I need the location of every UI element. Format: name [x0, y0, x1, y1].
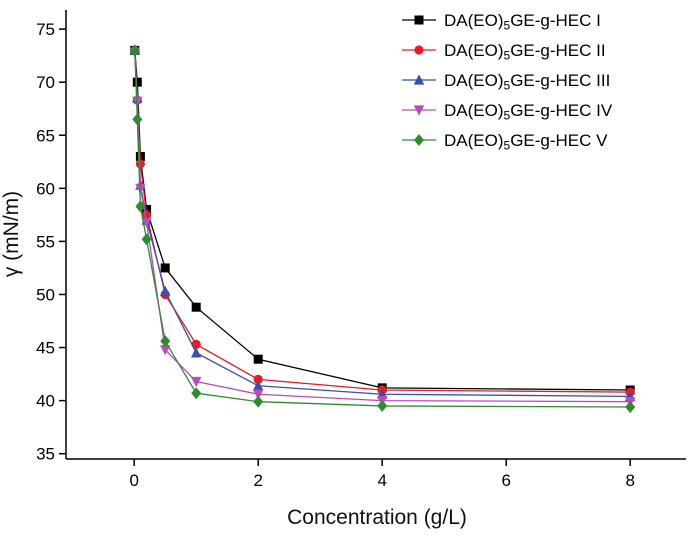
y-tick-label: 35 — [36, 445, 55, 464]
marker-diamond — [414, 134, 424, 146]
marker-diamond — [129, 44, 140, 57]
legend-label: DA(EO)5GE-g-HEC I — [444, 11, 601, 33]
marker-square — [160, 263, 170, 273]
y-tick-label: 45 — [36, 339, 55, 358]
marker-diamond — [160, 335, 171, 348]
legend-item: DA(EO)5GE-g-HEC V — [402, 131, 608, 153]
marker-triangle-up — [253, 380, 264, 391]
marker-square — [132, 77, 142, 87]
marker-triangle-up — [160, 285, 171, 296]
marker-diamond — [191, 387, 202, 400]
legend-item: DA(EO)5GE-g-HEC II — [402, 41, 606, 63]
marker-circle — [253, 374, 263, 384]
y-tick-label: 65 — [36, 126, 55, 145]
marker-diamond — [135, 200, 146, 213]
y-axis-title: γ (mN/m) — [0, 191, 23, 277]
marker-diamond — [141, 233, 152, 246]
x-tick-label: 8 — [625, 471, 634, 490]
marker-circle — [414, 45, 424, 55]
legend: DA(EO)5GE-g-HEC I DA(EO)5GE-g-HEC II DA(EO… — [402, 11, 613, 153]
x-axis-title: Concentration (g/L) — [287, 506, 467, 529]
marker-triangle-down — [160, 345, 171, 356]
legend-label: DA(EO)5GE-g-HEC III — [444, 71, 610, 93]
marker-square — [191, 302, 201, 312]
legend-label: DA(EO)5GE-g-HEC IV — [444, 101, 613, 123]
legend-item: DA(EO)5GE-g-HEC IV — [402, 101, 613, 123]
y-tick-label: 75 — [36, 20, 55, 39]
marker-triangle-down — [253, 389, 264, 400]
legend-label: DA(EO)5GE-g-HEC V — [444, 131, 608, 153]
plot-area: 0 2 4 6 8 35 40 45 50 55 60 65 70 75 — [36, 10, 686, 490]
marker-triangle-down — [191, 376, 202, 388]
y-tick-label: 55 — [36, 232, 55, 251]
marker-diamond — [253, 395, 264, 408]
marker-square — [414, 15, 424, 25]
x-tick-label: 2 — [253, 471, 262, 490]
marker-triangle-up — [413, 74, 425, 85]
y-tick-label: 40 — [36, 392, 55, 411]
marker-circle — [135, 159, 145, 169]
legend-item: DA(EO)5GE-g-HEC III — [402, 71, 610, 93]
x-tick-label: 4 — [377, 471, 386, 490]
marker-triangle-down — [141, 217, 152, 228]
x-tick-label: 0 — [129, 471, 138, 490]
legend-label: DA(EO)5GE-g-HEC II — [444, 41, 606, 63]
marker-diamond — [132, 113, 143, 126]
y-tick-label: 60 — [36, 179, 55, 198]
legend-item: DA(EO)5GE-g-HEC I — [402, 11, 601, 33]
marker-circle — [191, 339, 201, 349]
marker-triangle-down — [413, 105, 425, 116]
marker-square — [253, 354, 263, 364]
y-tick-label: 50 — [36, 285, 55, 304]
marker-triangle-up — [191, 347, 202, 358]
marker-diamond — [377, 399, 388, 412]
y-tick-label: 70 — [36, 73, 55, 92]
marker-diamond — [625, 400, 636, 413]
x-tick-label: 6 — [501, 471, 510, 490]
